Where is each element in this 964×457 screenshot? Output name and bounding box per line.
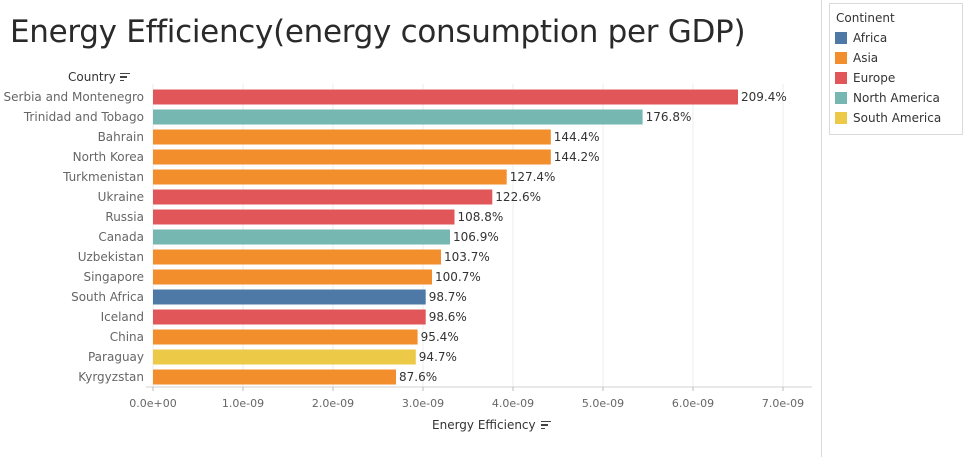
value-label: 87.6%: [399, 370, 437, 384]
x-axis: 0.0e+00 1.0e-09 2.0e-09 3.0e-09 4.0e-09 5.0e-…: [129, 386, 812, 410]
value-label: 98.7%: [429, 290, 467, 304]
legend-label: Europe: [853, 71, 896, 85]
sort-icon[interactable]: [540, 420, 551, 430]
bar[interactable]: [153, 329, 418, 345]
country-label[interactable]: Paraguay: [88, 350, 144, 364]
legend-swatch: [835, 32, 847, 44]
x-tick-label: 4.0e-09: [492, 397, 534, 410]
legend-label: Africa: [853, 31, 888, 45]
legend-swatch: [835, 92, 847, 104]
country-label[interactable]: China: [110, 330, 144, 344]
chart-title: Energy Efficiency(energy consumption per…: [10, 14, 746, 50]
bar[interactable]: [153, 349, 416, 365]
country-label[interactable]: Serbia and Montenegro: [4, 90, 144, 104]
bar[interactable]: [153, 309, 426, 325]
bar[interactable]: [153, 289, 426, 305]
country-label[interactable]: Ukraine: [98, 190, 144, 204]
legend-swatch: [835, 72, 847, 84]
country-label[interactable]: Bahrain: [98, 130, 144, 144]
value-label: 108.8%: [458, 210, 504, 224]
value-label: 103.7%: [444, 250, 490, 264]
y-axis-title: Country: [68, 70, 116, 84]
value-label: 176.8%: [646, 110, 692, 124]
country-label[interactable]: Canada: [98, 230, 144, 244]
bar[interactable]: [153, 249, 441, 265]
country-label[interactable]: Kyrgyzstan: [78, 370, 144, 384]
legend-label: Asia: [853, 51, 879, 65]
bar-chart: Serbia and Montenegro Trinidad and Tobago…: [4, 84, 812, 410]
x-tick-label: 2.0e-09: [312, 397, 354, 410]
country-label[interactable]: Singapore: [83, 270, 144, 284]
bars: [153, 89, 738, 385]
country-label[interactable]: North Korea: [73, 150, 144, 164]
x-tick-label: 6.0e-09: [672, 397, 714, 410]
sort-icon[interactable]: [119, 72, 130, 82]
bar[interactable]: [153, 109, 643, 125]
bar[interactable]: [153, 189, 493, 205]
legend-item[interactable]: South America: [830, 108, 962, 128]
legend-title: Continent: [836, 11, 895, 25]
value-label: 209.4%: [741, 90, 787, 104]
country-label[interactable]: Uzbekistan: [78, 250, 144, 264]
value-label: 106.9%: [453, 230, 499, 244]
value-labels: 209.4% 176.8% 144.4% 144.2% 127.4% 122.6% 108.…: [399, 90, 787, 384]
legend-item[interactable]: Europe: [830, 68, 962, 88]
x-tick-label: 1.0e-09: [222, 397, 264, 410]
country-label[interactable]: Iceland: [101, 310, 144, 324]
x-tick-label: 3.0e-09: [402, 397, 444, 410]
bar[interactable]: [153, 269, 432, 285]
x-tick-label: 0.0e+00: [129, 397, 176, 410]
country-labels: Serbia and Montenegro Trinidad and Tobago…: [4, 90, 144, 384]
x-tick-label: 5.0e-09: [582, 397, 624, 410]
value-label: 122.6%: [495, 190, 541, 204]
y-axis-header[interactable]: Country: [68, 70, 130, 84]
x-axis-title: Energy Efficiency: [432, 418, 536, 432]
value-label: 144.4%: [554, 130, 600, 144]
legend-item[interactable]: North America: [830, 88, 962, 108]
bar[interactable]: [153, 89, 738, 105]
pane-divider: [821, 0, 822, 457]
bar[interactable]: [153, 169, 507, 185]
legend[interactable]: Continent Africa Asia Europe North America S…: [829, 3, 963, 135]
value-label: 98.6%: [429, 310, 467, 324]
legend-items: Africa Asia Europe North America South Ameri…: [830, 28, 962, 128]
legend-label: South America: [853, 111, 942, 125]
x-tick-label: 7.0e-09: [762, 397, 804, 410]
bar[interactable]: [153, 209, 455, 225]
bar[interactable]: [153, 229, 450, 245]
country-label[interactable]: South Africa: [71, 290, 144, 304]
bar[interactable]: [153, 149, 551, 165]
legend-item[interactable]: Asia: [830, 48, 962, 68]
legend-item[interactable]: Africa: [830, 28, 962, 48]
value-label: 127.4%: [510, 170, 556, 184]
country-label[interactable]: Trinidad and Tobago: [23, 110, 144, 124]
value-label: 100.7%: [435, 270, 481, 284]
country-label[interactable]: Turkmenistan: [62, 170, 144, 184]
x-axis-header[interactable]: Energy Efficiency: [432, 418, 551, 432]
value-label: 144.2%: [554, 150, 600, 164]
bar[interactable]: [153, 369, 396, 385]
value-label: 94.7%: [419, 350, 457, 364]
country-label[interactable]: Russia: [105, 210, 144, 224]
value-label: 95.4%: [421, 330, 459, 344]
legend-swatch: [835, 52, 847, 64]
legend-label: North America: [853, 91, 940, 105]
legend-swatch: [835, 112, 847, 124]
bar[interactable]: [153, 129, 551, 145]
